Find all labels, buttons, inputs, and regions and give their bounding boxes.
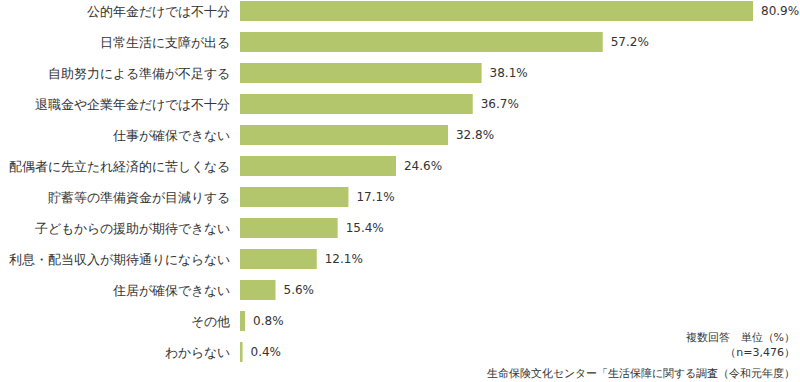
category-label: 退職金や企業年金だけでは不十分 (35, 97, 230, 112)
data-label: 24.6% (404, 159, 442, 173)
category-label: その他 (191, 314, 230, 329)
annotation: 生命保険文化センター「生活保障に関する調査（令和元年度） (487, 367, 795, 380)
data-label: 0.4% (251, 345, 282, 359)
category-label: 配偶者に先立たれ経済的に苦しくなる (9, 159, 230, 174)
annotation: （n=3,476） (725, 346, 795, 359)
data-label: 80.9% (761, 4, 799, 18)
category-label: 利息・配当収入が期待通りにならない (9, 252, 230, 267)
bar (240, 187, 348, 207)
bar (240, 218, 338, 238)
category-label: わからない (165, 345, 230, 360)
bar (240, 280, 276, 300)
category-label: 仕事が確保できない (112, 128, 230, 143)
data-label: 36.7% (481, 97, 519, 111)
category-label: 日常生活に支障が出る (100, 35, 230, 50)
category-label: 貯蓄等の準備資金が目減りする (48, 190, 230, 205)
data-label: 32.8% (456, 128, 494, 142)
bar (240, 1, 753, 21)
data-label: 17.1% (356, 190, 394, 204)
data-label: 38.1% (490, 66, 528, 80)
category-label: 住居が確保できない (112, 283, 230, 298)
category-label: 子どもからの援助が期待できない (35, 221, 230, 236)
bar (240, 125, 448, 145)
category-label: 自助努力による準備が不足する (48, 66, 230, 81)
data-label: 0.8% (253, 314, 284, 328)
bar (240, 249, 317, 269)
bar (240, 94, 473, 114)
bar (240, 63, 482, 83)
bar (240, 311, 245, 331)
bar (240, 32, 603, 52)
labels: 公的年金だけでは不十分 80.9% 日常生活に支障が出る 57.2% 自助努力による準備… (9, 4, 799, 381)
data-label: 57.2% (611, 35, 649, 49)
bar (240, 156, 396, 176)
data-label: 15.4% (346, 221, 384, 235)
annotation: 複数回答 単位（%） (686, 331, 795, 344)
category-label: 公的年金だけでは不十分 (87, 4, 230, 19)
data-label: 5.6% (284, 283, 315, 297)
bars (240, 1, 753, 362)
data-label: 12.1% (325, 252, 363, 266)
bar (240, 342, 243, 362)
chart: 公的年金だけでは不十分 80.9% 日常生活に支障が出る 57.2% 自助努力による準備… (0, 0, 800, 382)
